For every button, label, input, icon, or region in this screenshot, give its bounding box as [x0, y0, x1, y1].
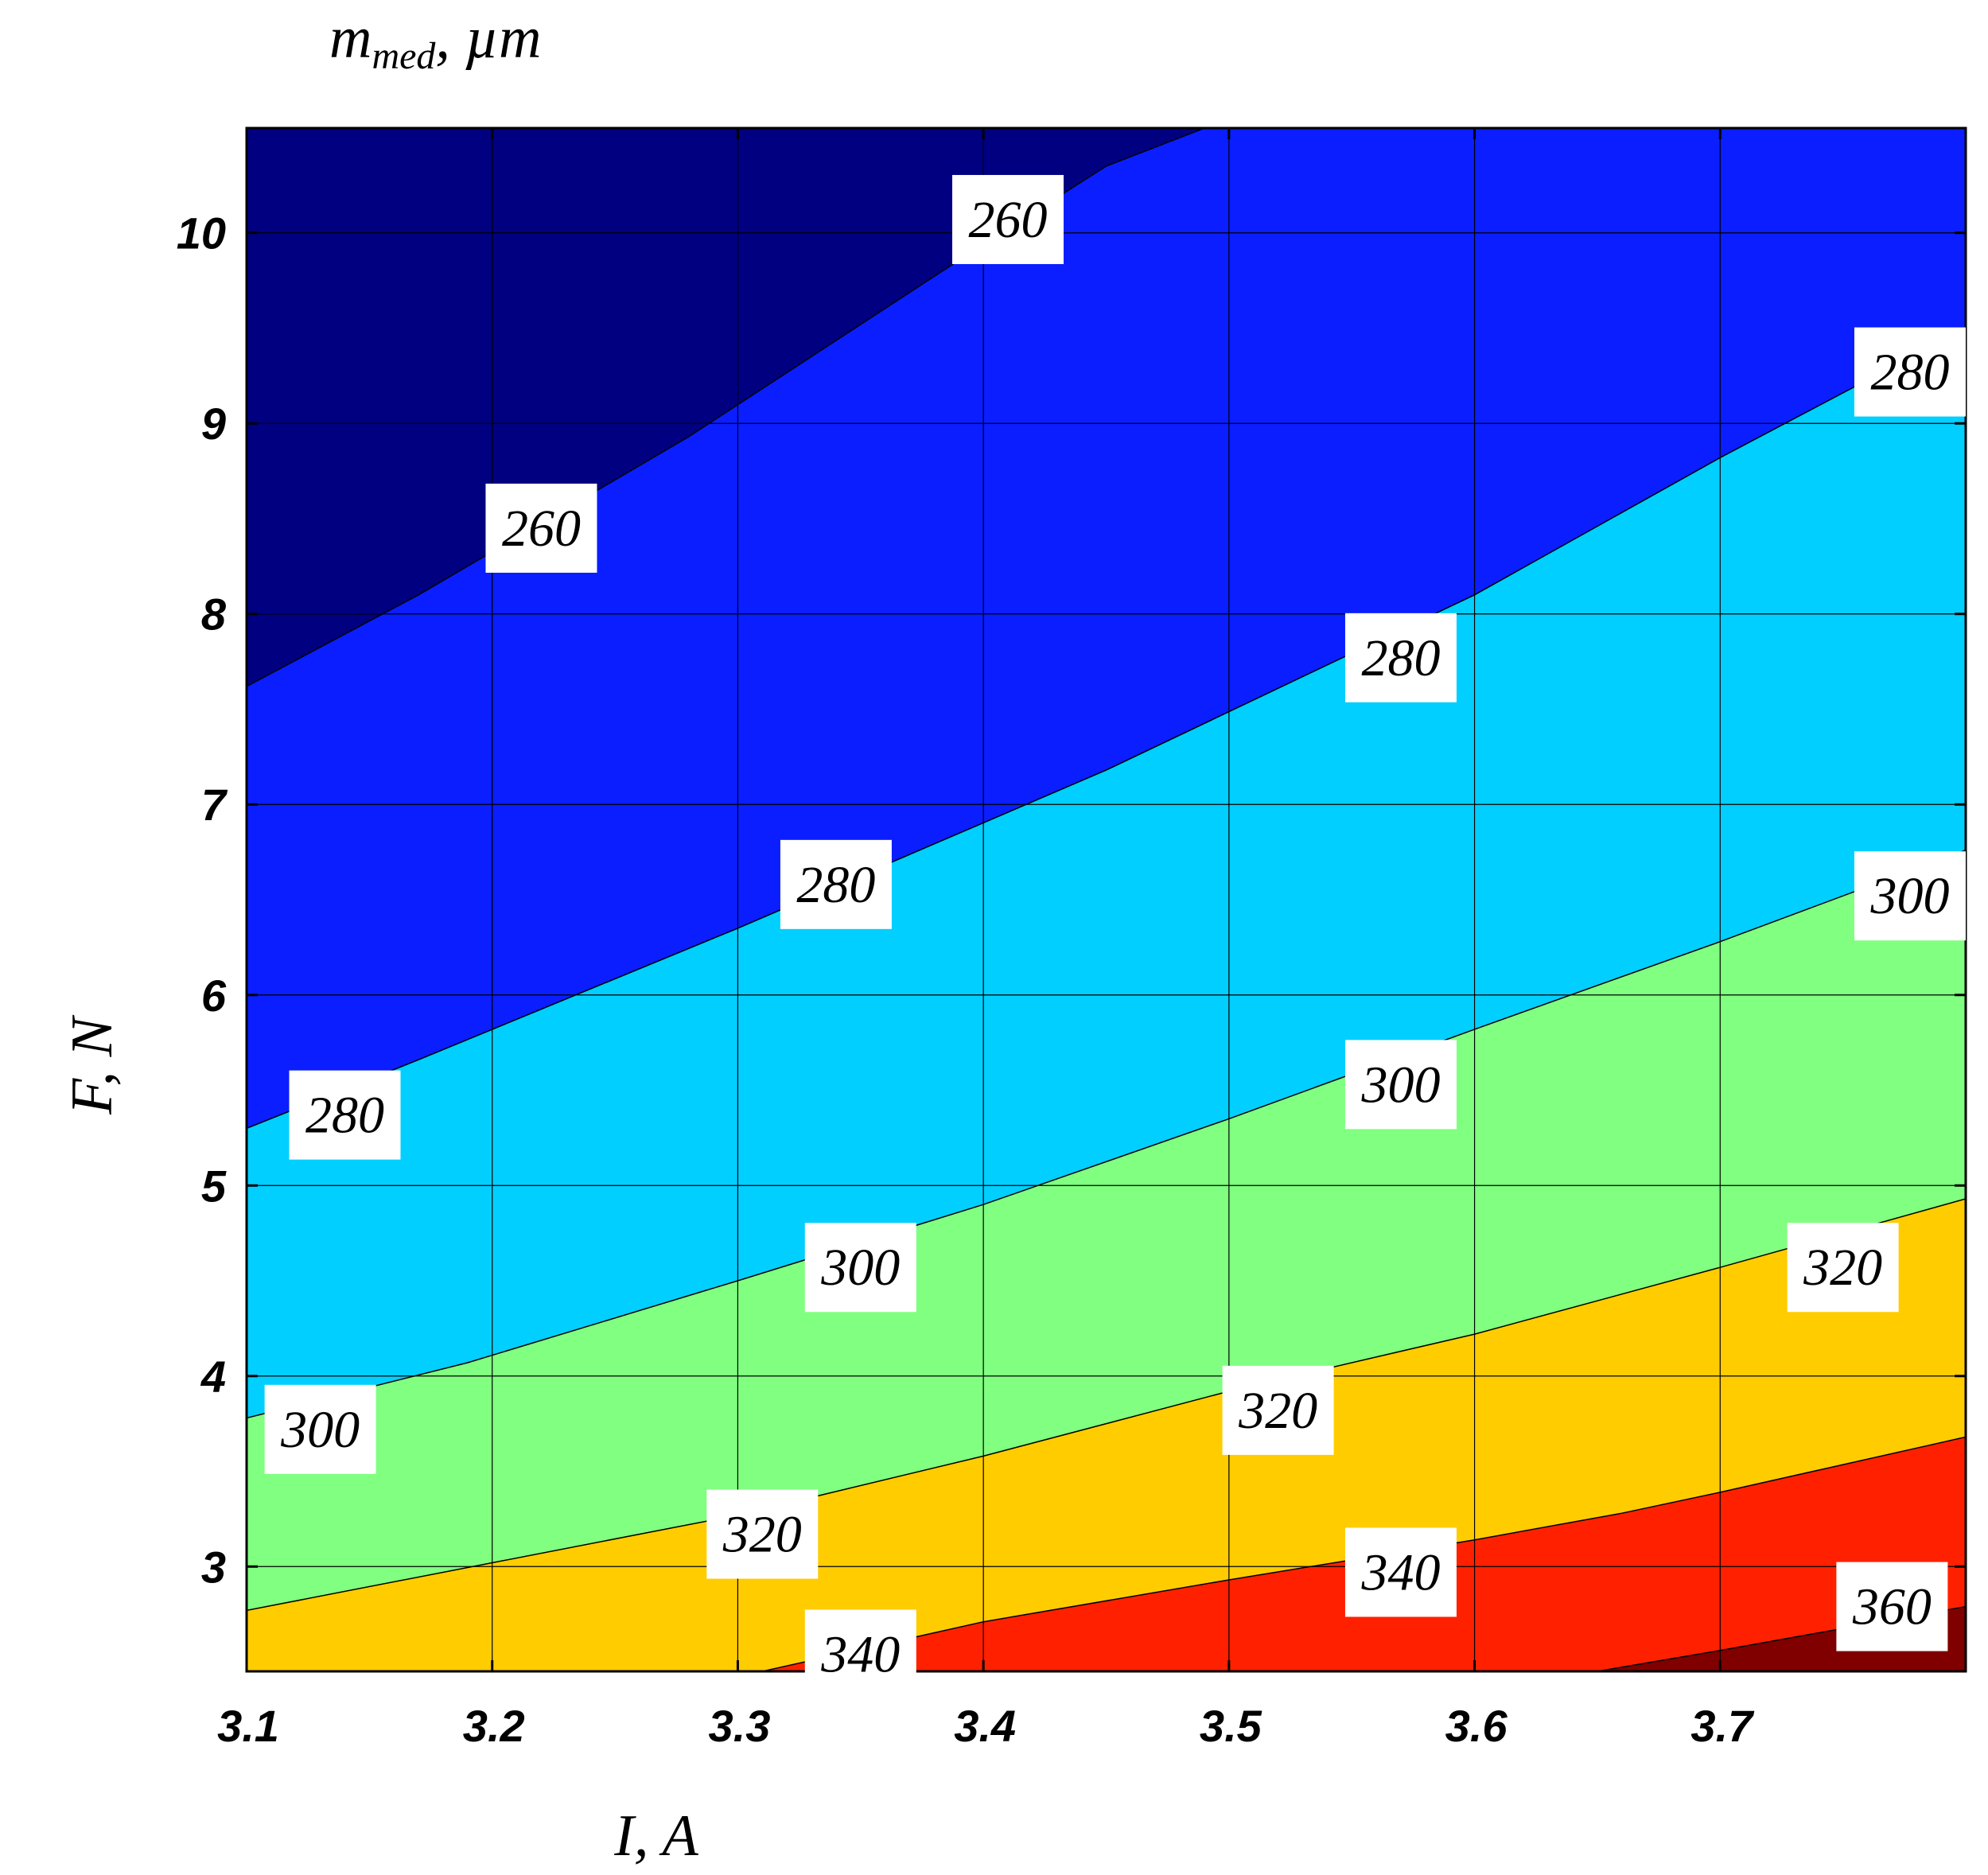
- contour-label-text: 280: [1361, 629, 1440, 687]
- contour-label-box: [780, 839, 892, 929]
- x-tick-label: 3.6: [1445, 1701, 1508, 1751]
- y-tick-label: 8: [201, 589, 227, 640]
- contour-label-box: [485, 483, 597, 573]
- contour-label-box: [1344, 1040, 1457, 1130]
- contour-label-box: [952, 174, 1064, 264]
- y-tick-label: 6: [201, 971, 227, 1021]
- contour-label: 280: [780, 839, 892, 929]
- contour-label-box: [1344, 613, 1457, 702]
- contour-label-text: 320: [1803, 1239, 1882, 1297]
- x-tick-label: 3.2: [463, 1701, 525, 1751]
- contour-label-text: 320: [722, 1506, 802, 1564]
- colorbar-title-main: m: [329, 6, 372, 71]
- contour-line-260: [247, 128, 1205, 687]
- contour-label: 280: [1854, 327, 1966, 417]
- y-tick-labels: 3 4 5 6 7 8 9 10: [177, 208, 228, 1593]
- contour-label-box: [1222, 1365, 1334, 1455]
- y-tick-label: 4: [200, 1352, 226, 1402]
- contour-label: 260: [952, 174, 1064, 264]
- contour-line-320: [247, 1198, 1966, 1612]
- contour-label: 280: [289, 1070, 401, 1160]
- contour-label: 320: [1222, 1365, 1334, 1455]
- colorbar-title: mmed, µm: [329, 6, 542, 77]
- contour-label-box: [804, 1609, 916, 1699]
- contour-label-text: 260: [502, 500, 581, 558]
- x-axis-title: I, A: [613, 1803, 698, 1869]
- contour-label: 280: [1344, 613, 1457, 702]
- y-tick-label: 9: [201, 399, 226, 449]
- contour-label-text: 300: [820, 1239, 900, 1297]
- x-tick-labels: 3.1 3.2 3.3 3.4 3.5 3.6 3.7: [217, 1701, 1755, 1751]
- contour-lines: [247, 128, 1966, 1671]
- contour-label-box: [264, 1384, 376, 1474]
- plot-area: 260 260 280 280 280 280 300 300 300 300 320 320 320 3…: [245, 126, 1967, 1699]
- contour-label-text: 340: [820, 1625, 900, 1683]
- contour-label-text: 260: [969, 191, 1048, 249]
- contour-label-text: 300: [1360, 1056, 1440, 1114]
- colorbar-title-unit: , µm: [435, 6, 541, 71]
- y-axis-title: F, N: [60, 1014, 125, 1115]
- contour-label: 360: [1836, 1562, 1948, 1651]
- contour-label: 320: [706, 1489, 819, 1579]
- contour-label-box: [1854, 851, 1966, 941]
- x-tick-label: 3.4: [954, 1701, 1016, 1751]
- y-tick-label: 3: [201, 1542, 226, 1592]
- contour-label: 340: [804, 1609, 916, 1699]
- contour-label-box: [1854, 327, 1966, 417]
- x-tick-label: 3.1: [217, 1701, 279, 1751]
- contour-label-text: 300: [280, 1401, 360, 1459]
- contour-label-text: 300: [1870, 867, 1950, 925]
- contour-label-box: [706, 1489, 819, 1579]
- contour-line-340: [762, 1436, 1966, 1671]
- contour-label-box: [804, 1223, 916, 1313]
- y-tick-label: 5: [201, 1161, 227, 1211]
- contour-label: 300: [1344, 1040, 1457, 1130]
- contour-label-text: 320: [1238, 1382, 1317, 1440]
- contour-label: 300: [264, 1384, 376, 1474]
- contour-label-box: [1787, 1223, 1899, 1313]
- x-tick-label: 3.3: [708, 1701, 770, 1751]
- y-tick-label: 10: [177, 208, 226, 259]
- contour-label: 320: [1787, 1223, 1899, 1313]
- y-tick-label: 7: [201, 780, 228, 830]
- contour-line-300: [247, 849, 1966, 1419]
- axis-ticks: [245, 128, 1966, 1671]
- contour-label: 300: [1854, 851, 1966, 941]
- contour-label-box: [1344, 1527, 1457, 1617]
- contour-labels: 260 260 280 280 280 280 300 300 300 300 320 320 320 3…: [264, 174, 1966, 1699]
- contour-label-text: 360: [1852, 1578, 1932, 1636]
- contour-label-text: 340: [1360, 1543, 1440, 1601]
- contour-bands: [247, 128, 1966, 1671]
- x-tick-label: 3.7: [1690, 1701, 1755, 1751]
- colorbar-title-sub: med: [372, 35, 436, 77]
- contour-label-text: 280: [1871, 344, 1950, 402]
- band-above-340: [247, 1437, 1966, 1671]
- contour-label-text: 280: [796, 856, 875, 914]
- band-above-360: [247, 1606, 1966, 1671]
- x-tick-label: 3.5: [1200, 1701, 1262, 1751]
- contour-label-box: [1836, 1562, 1948, 1651]
- contour-label: 260: [485, 483, 597, 573]
- contour-label: 300: [804, 1223, 916, 1313]
- contour-label-box: [289, 1070, 401, 1160]
- contour-line-280: [247, 327, 1966, 1130]
- contour-label: 340: [1344, 1527, 1457, 1617]
- contour-label-text: 280: [305, 1087, 384, 1145]
